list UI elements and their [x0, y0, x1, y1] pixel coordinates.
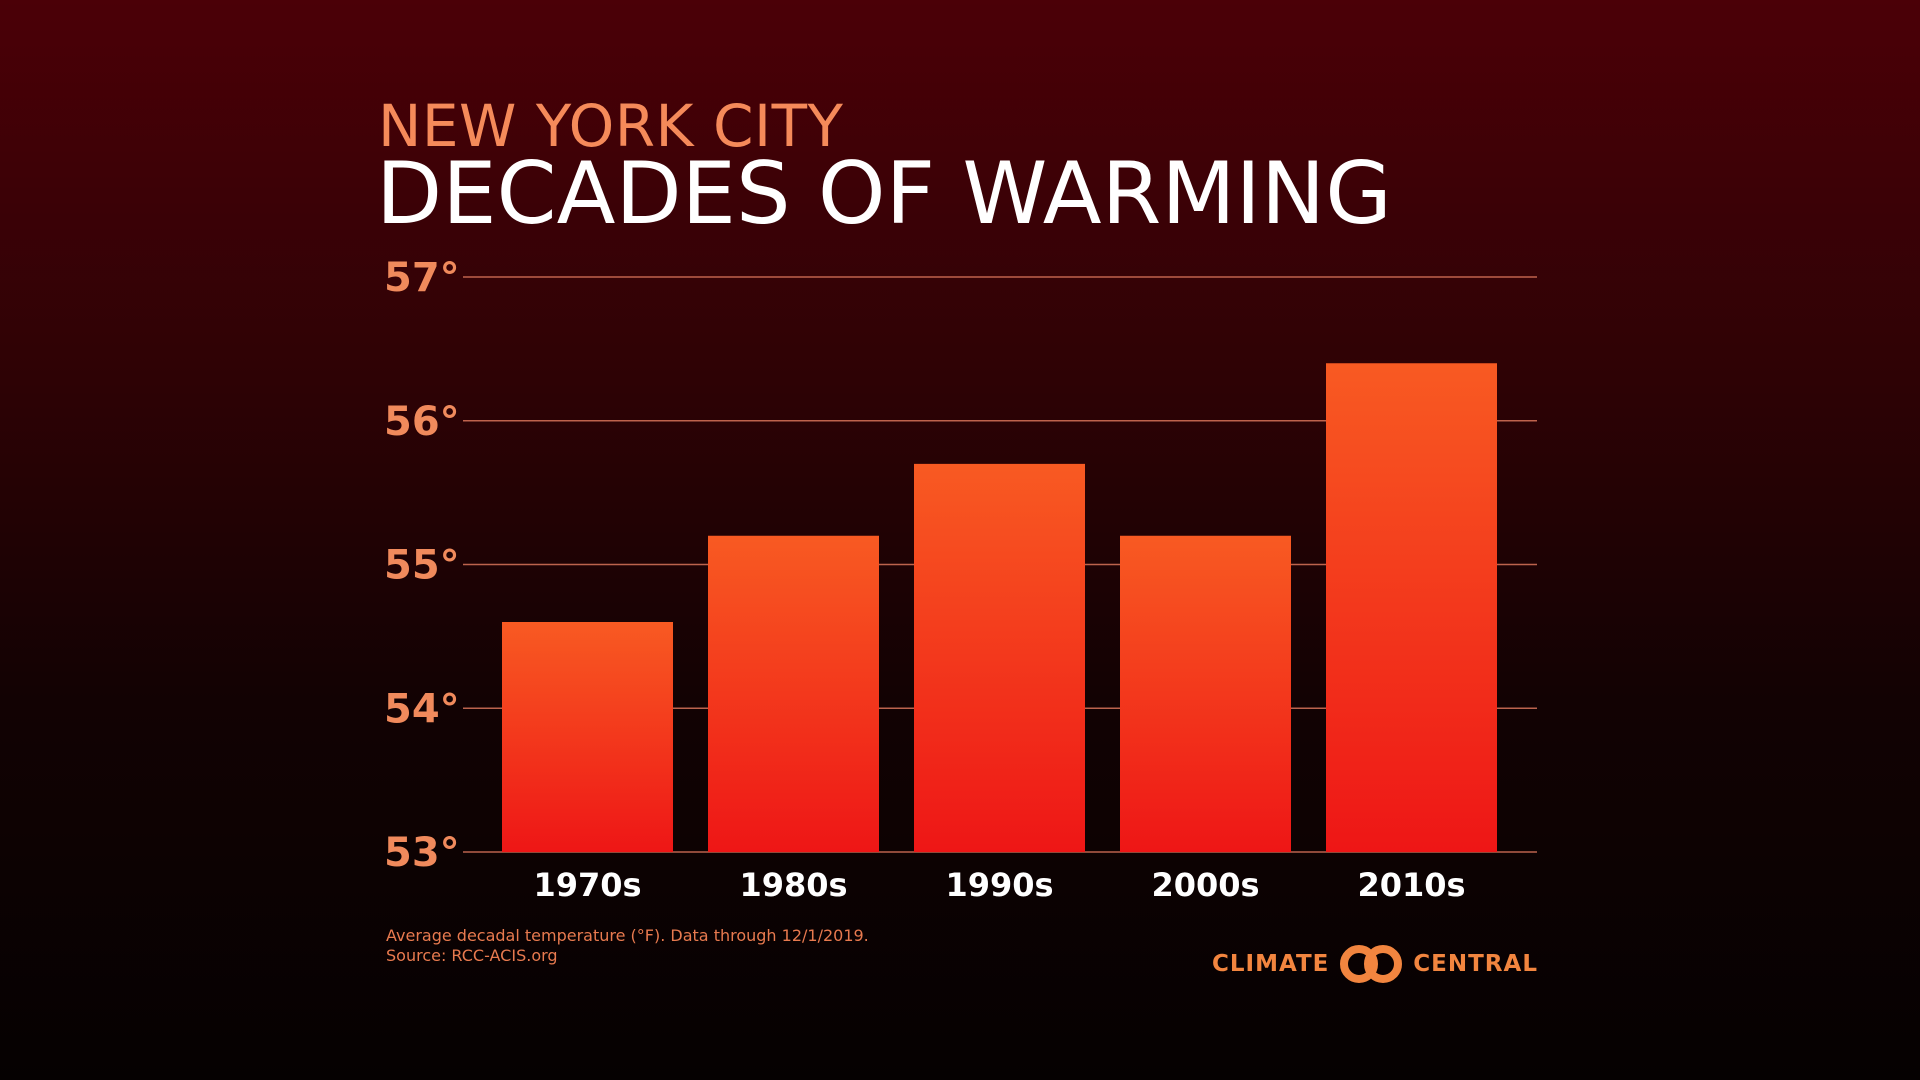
y-tick-label: 56° [384, 399, 460, 445]
y-tick-label: 57° [384, 255, 460, 301]
y-tick-label: 54° [384, 686, 460, 732]
y-tick-label: 53° [384, 830, 460, 876]
x-category-label: 1990s [945, 866, 1053, 904]
x-category-label: 1980s [739, 866, 847, 904]
logo-word-right: CENTRAL [1413, 951, 1538, 977]
chart-subtitle: NEW YORK CITY [378, 92, 844, 160]
x-category-label: 1970s [533, 866, 641, 904]
bar-1990s [914, 463, 1085, 852]
climate-central-logo: CLIMATE CENTRAL [1212, 944, 1538, 984]
bar-2000s [1120, 535, 1291, 852]
y-axis-tick-labels: 53° 54° 55° 56° 57° [384, 255, 460, 876]
x-category-label: 2000s [1151, 866, 1259, 904]
logo-word-left: CLIMATE [1212, 951, 1330, 977]
bar-1970s [502, 622, 673, 852]
footnote-description: Average decadal temperature (°F). Data t… [386, 926, 869, 945]
x-category-label: 2010s [1357, 866, 1465, 904]
bar-1980s [708, 535, 879, 852]
chart-title: DECADES OF WARMING [376, 144, 1392, 244]
x-axis-category-labels: 1970s 1980s 1990s 2000s 2010s [533, 866, 1465, 904]
bars [502, 363, 1497, 852]
footnote-source: Source: RCC-ACIS.org [386, 946, 558, 965]
climate-central-logo-icon [1340, 945, 1403, 983]
y-tick-label: 55° [384, 543, 460, 589]
footnote: Average decadal temperature (°F). Data t… [386, 926, 869, 966]
bar-2010s [1326, 363, 1497, 852]
